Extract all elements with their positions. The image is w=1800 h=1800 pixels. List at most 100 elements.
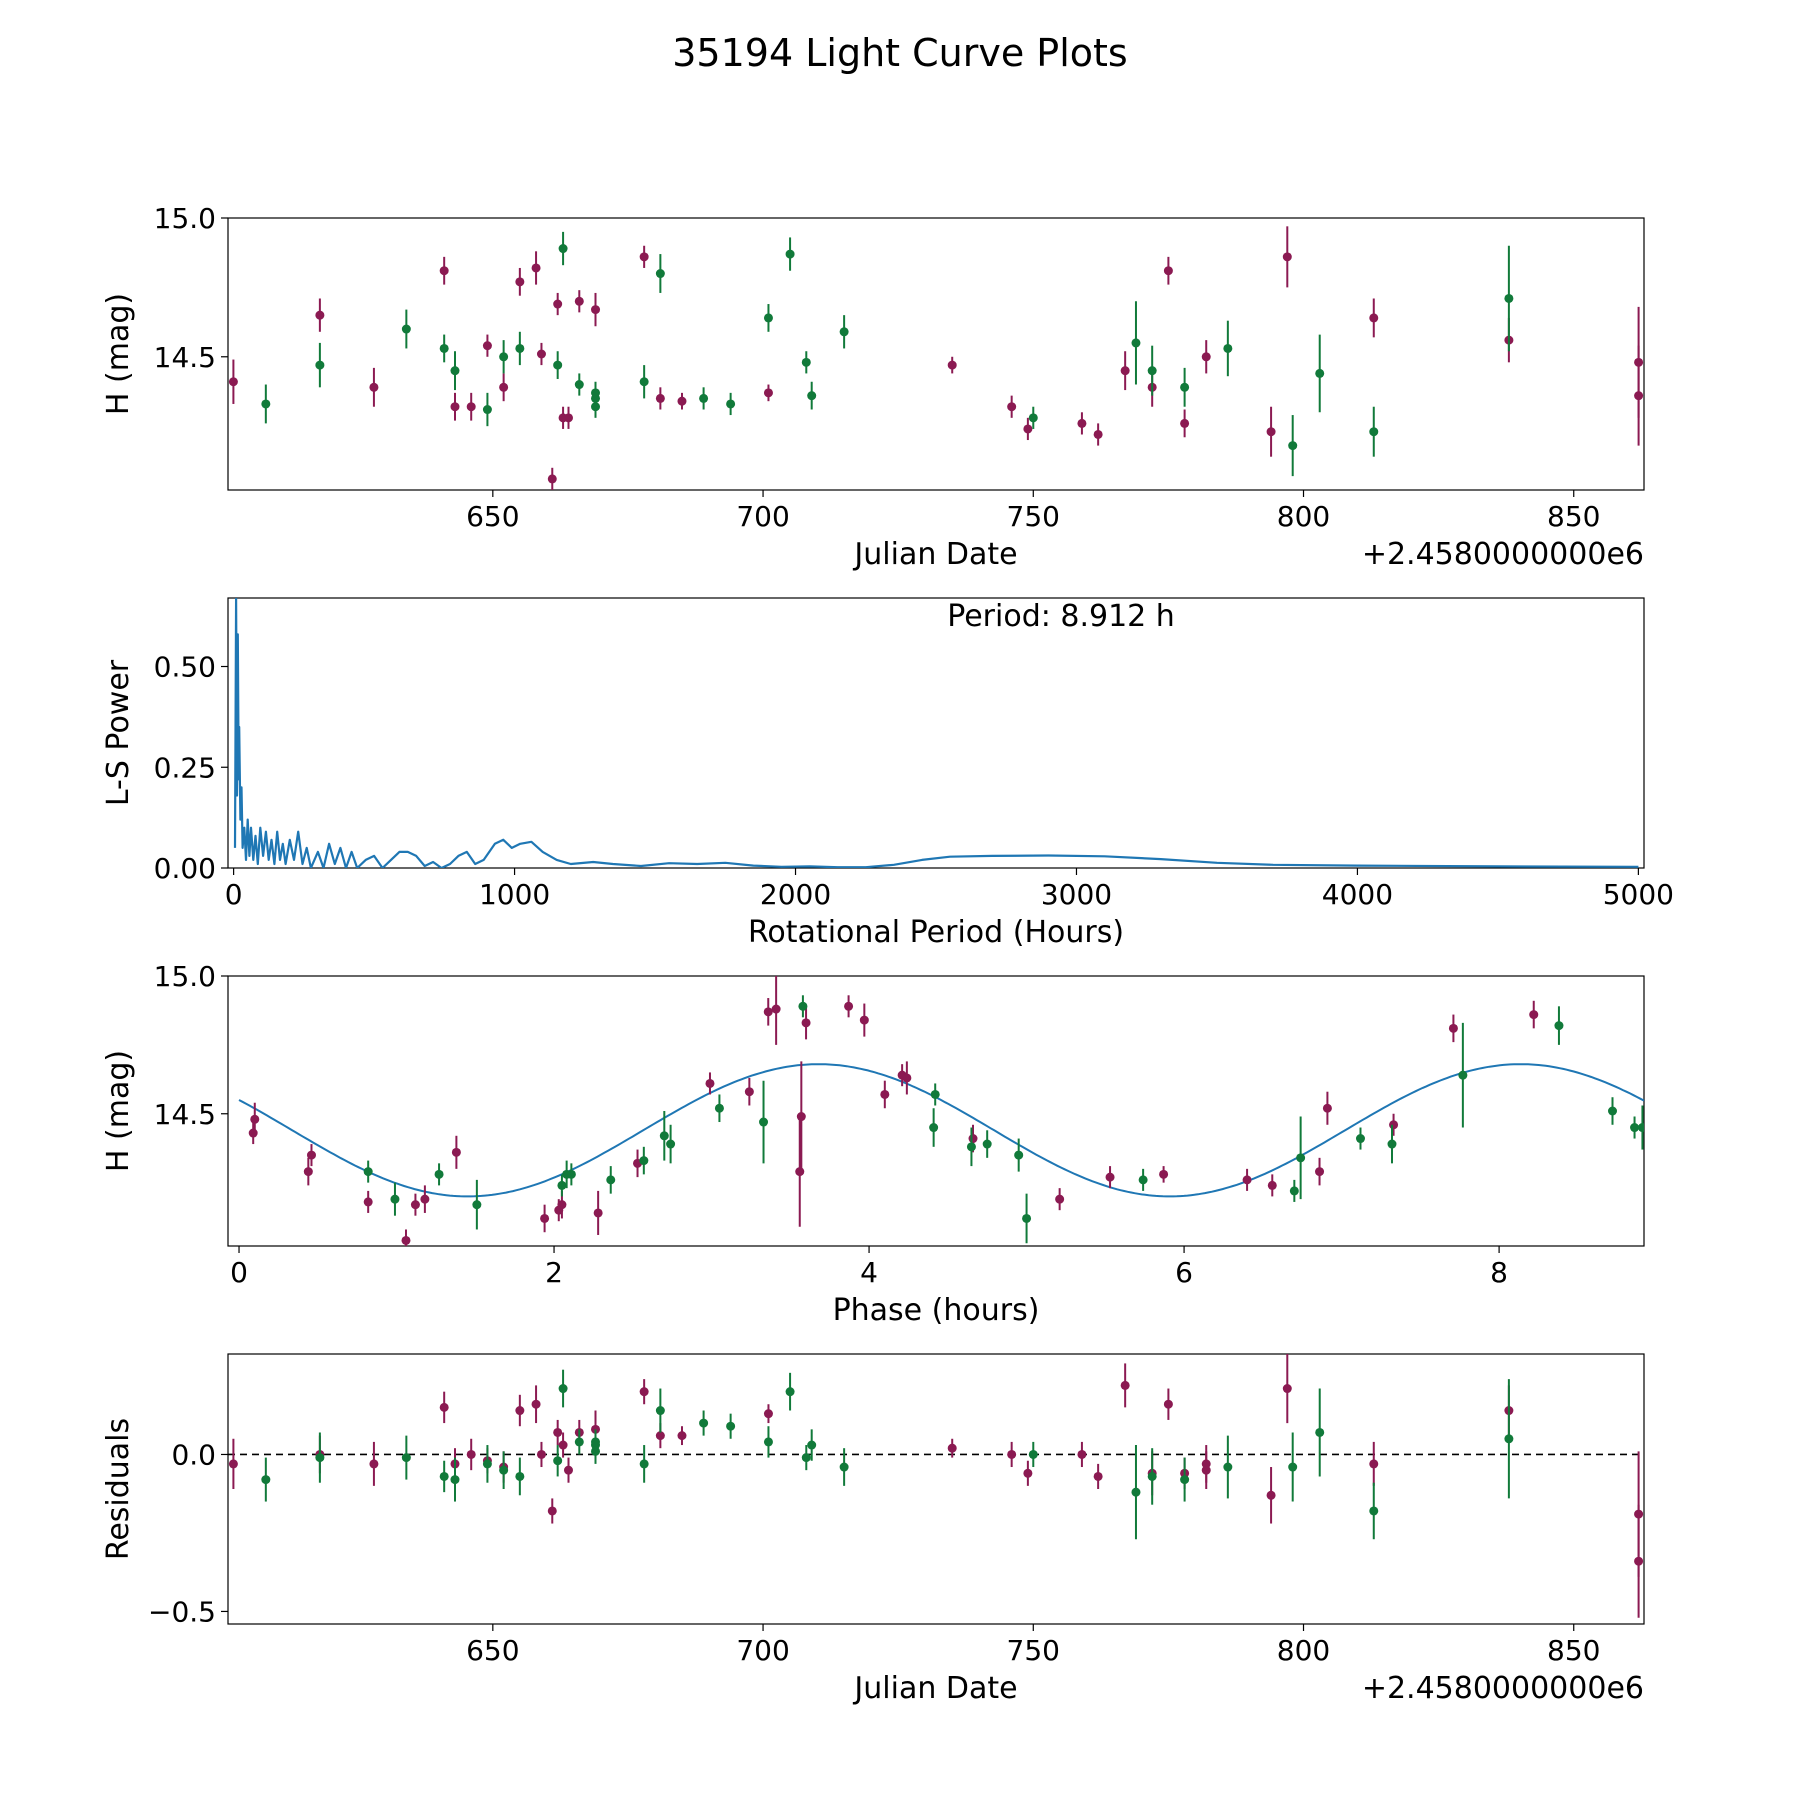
data-point — [1077, 418, 1087, 428]
data-point — [574, 380, 584, 390]
y-tick-label: 0.25 — [154, 751, 216, 784]
data-point — [1007, 402, 1017, 412]
data-point — [968, 1134, 978, 1144]
x-tick-label: 650 — [466, 1634, 519, 1667]
data-point — [401, 1235, 411, 1245]
data-point — [947, 1443, 957, 1453]
data-point — [499, 382, 509, 392]
data-point — [785, 249, 795, 259]
data-point — [434, 1169, 444, 1179]
data-point — [531, 263, 541, 273]
data-point — [1637, 1123, 1644, 1133]
data-point — [639, 1459, 649, 1469]
data-point — [466, 402, 476, 412]
x-axis-label: Julian Date — [852, 1671, 1017, 1706]
data-point — [763, 1409, 773, 1419]
data-point — [1369, 313, 1379, 323]
data-point — [801, 357, 811, 367]
data-point — [639, 377, 649, 387]
data-point — [763, 1437, 773, 1447]
x-tick-label: 2 — [545, 1256, 563, 1289]
x-tick-label: 750 — [1007, 500, 1060, 533]
data-point — [1448, 1023, 1458, 1033]
data-point — [1554, 1021, 1564, 1031]
data-point — [558, 1384, 568, 1394]
data-point — [451, 1147, 461, 1157]
x-tick-label: 750 — [1007, 1634, 1060, 1667]
data-point — [759, 1117, 769, 1127]
data-point — [591, 305, 601, 315]
y-axis-label: Residuals — [101, 1418, 136, 1560]
data-point — [801, 1453, 811, 1463]
data-point — [929, 1123, 939, 1133]
data-point — [515, 277, 525, 287]
data-point — [801, 1018, 811, 1028]
data-point — [1028, 413, 1038, 423]
data-point — [558, 1440, 568, 1450]
panel-residuals: 650 700 750 800 850 −0.5 0.0 Julian Date Residua… — [101, 1353, 1645, 1706]
data-point — [699, 1418, 709, 1428]
data-point — [1223, 1462, 1233, 1472]
data-point — [844, 1001, 854, 1011]
data-point — [1077, 1449, 1087, 1459]
x-tick-label: 6 — [1175, 1256, 1193, 1289]
data-point — [401, 324, 411, 334]
data-point — [466, 1449, 476, 1459]
data-point — [1022, 1213, 1032, 1223]
data-point — [705, 1078, 715, 1088]
data-point — [1180, 382, 1190, 392]
data-point — [1120, 366, 1130, 376]
data-point — [1093, 1471, 1103, 1481]
data-point — [1120, 1380, 1130, 1390]
data-point — [655, 1406, 665, 1416]
data-point — [639, 252, 649, 262]
y-tick-label: 14.5 — [154, 341, 216, 374]
data-point — [655, 269, 665, 279]
data-point — [1296, 1153, 1306, 1163]
x-tick-label: 1000 — [479, 878, 550, 911]
data-point — [1014, 1150, 1024, 1160]
data-point — [250, 1114, 260, 1124]
data-point — [315, 360, 325, 370]
data-point — [655, 393, 665, 403]
data-point — [482, 1459, 492, 1469]
data-point — [1288, 1462, 1298, 1472]
panel-lightcurve: 650 700 750 800 850 14.5 15.0 Julian Date H (mag… — [101, 202, 1645, 572]
data-point — [763, 1007, 773, 1017]
data-point — [763, 313, 773, 323]
data-point — [1369, 1506, 1379, 1516]
y-tick-label: 0.50 — [154, 651, 216, 684]
data-point — [261, 1475, 271, 1485]
y-axis-label: H (mag) — [101, 1050, 136, 1172]
data-point — [902, 1073, 912, 1083]
y-tick-label: 15.0 — [154, 202, 216, 235]
data-point — [1159, 1169, 1169, 1179]
data-point — [1355, 1134, 1365, 1144]
data-point — [807, 391, 817, 401]
data-point — [1163, 1399, 1173, 1409]
data-point — [553, 360, 563, 370]
data-point — [795, 1167, 805, 1177]
data-point — [1267, 1180, 1277, 1190]
data-point — [1634, 1556, 1644, 1566]
x-offset-label: +2.4580000000e6 — [1362, 537, 1644, 572]
data-point — [228, 377, 238, 387]
data-point — [540, 1213, 550, 1223]
x-tick-label: 4 — [860, 1256, 878, 1289]
data-point — [390, 1194, 400, 1204]
data-point — [1266, 1490, 1276, 1500]
data-point — [515, 1406, 525, 1416]
data-point — [303, 1167, 313, 1177]
figure-title: 35194 Light Curve Plots — [672, 31, 1127, 75]
data-point — [839, 1462, 849, 1472]
plot-area — [238, 976, 1644, 1246]
data-point — [515, 1471, 525, 1481]
data-point — [547, 1506, 557, 1516]
y-tick-label: 15.0 — [154, 960, 216, 993]
data-point — [930, 1089, 940, 1099]
y-tick-label: 0.00 — [154, 852, 216, 885]
data-point — [1201, 1465, 1211, 1475]
data-point — [839, 327, 849, 337]
x-tick-label: 850 — [1547, 1634, 1600, 1667]
